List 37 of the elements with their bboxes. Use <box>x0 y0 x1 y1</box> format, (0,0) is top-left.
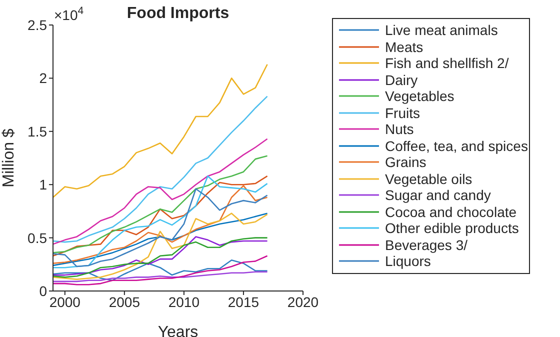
x-tick-label: 2000 <box>49 294 81 310</box>
legend-label: Vegetable oils <box>385 170 472 187</box>
legend-label: Fruits <box>385 104 420 121</box>
legend-label: Fish and shellfish 2/ <box>385 55 509 72</box>
y-tick-label: 2 <box>39 70 48 86</box>
y-tick-label: 1.5 <box>28 123 48 140</box>
x-tick-label: 2020 <box>287 294 319 310</box>
y-axis-title: Million $ <box>0 128 18 188</box>
legend-label: Sugar and candy <box>385 187 491 204</box>
legend-label: Meats <box>385 38 424 55</box>
legend-label: Liquors <box>385 253 431 270</box>
x-tick-label: 2015 <box>228 294 260 310</box>
y-tick-label: 0.5 <box>28 230 48 246</box>
x-tick-label: 2005 <box>108 294 140 310</box>
legend-label: Cocoa and chocolate <box>385 204 517 220</box>
chart-title: Food Imports <box>126 5 230 22</box>
y-tick-label: 2.5 <box>28 16 48 33</box>
line-series <box>53 138 268 245</box>
text: ×10$^{4}$ <box>54 5 84 23</box>
legend-label: Other edible products <box>385 220 519 236</box>
line-series <box>53 271 268 282</box>
line-series <box>53 212 268 266</box>
legend-label: Coffee, tea, and spices <box>385 138 528 154</box>
legend-label: Beverages 3/ <box>385 236 468 253</box>
line-series <box>53 155 268 254</box>
legend-label: Nuts <box>385 121 414 138</box>
line-series <box>53 212 268 280</box>
legend-label: Vegetables <box>385 88 454 104</box>
x-tick-label: 2010 <box>168 294 200 310</box>
y-tick-label: 1 <box>39 176 48 193</box>
line-series <box>53 64 268 198</box>
line-series <box>53 96 268 243</box>
legend-label: Dairy <box>385 72 418 88</box>
y-tick-label: 0 <box>39 282 48 299</box>
x-axis-title: Years <box>158 324 198 337</box>
legend-label: Live meat animals <box>385 22 498 38</box>
legend-label: Grains <box>385 154 426 170</box>
